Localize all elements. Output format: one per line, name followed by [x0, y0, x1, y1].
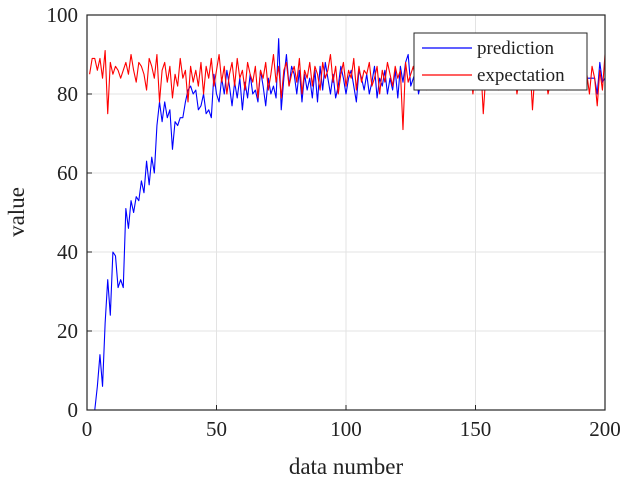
y-tick-label: 100	[47, 3, 79, 27]
y-tick-label: 0	[68, 398, 79, 422]
y-tick-label: 20	[57, 319, 78, 343]
y-tick-label: 80	[57, 82, 78, 106]
x-tick-label: 0	[82, 417, 93, 441]
legend: prediction expectation	[413, 32, 588, 91]
x-tick-label: 50	[206, 417, 227, 441]
y-tick-label: 60	[57, 161, 78, 185]
legend-label-prediction: prediction	[477, 38, 555, 59]
x-tick-label: 200	[589, 417, 621, 441]
legend-label-expectation: expectation	[477, 65, 565, 86]
legend-box	[413, 32, 588, 91]
ticks: 0 50 100 150 200 0 20 40 60 80 100	[47, 3, 621, 441]
x-axis-label: data number	[289, 454, 404, 479]
y-axis-label: value	[4, 187, 29, 237]
x-tick-label: 150	[460, 417, 492, 441]
y-tick-label: 40	[57, 240, 78, 264]
x-tick-label: 100	[330, 417, 362, 441]
